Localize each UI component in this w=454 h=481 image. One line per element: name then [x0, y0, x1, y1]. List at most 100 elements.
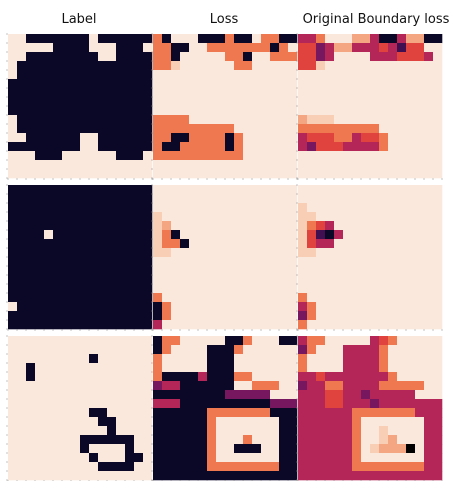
heatmap-cell	[153, 444, 163, 454]
heatmap-cell	[234, 230, 244, 240]
heatmap-cell	[98, 275, 108, 285]
heatmap-cell	[189, 320, 199, 330]
heatmap-cell	[415, 185, 425, 195]
heatmap-cell	[225, 79, 235, 89]
heatmap-cell	[352, 70, 362, 80]
heatmap-cell	[189, 61, 199, 71]
heatmap-cell	[433, 34, 443, 44]
heatmap-cell	[397, 390, 407, 400]
heatmap-cell	[62, 336, 72, 346]
heatmap-cell	[125, 399, 135, 409]
heatmap-cell	[216, 221, 226, 231]
heatmap-cell	[62, 142, 72, 152]
heatmap-cell	[379, 381, 389, 391]
heatmap-cell	[433, 471, 443, 481]
heatmap-cell	[171, 372, 181, 382]
heatmap-cell	[44, 88, 54, 98]
heatmap-cell	[252, 444, 262, 454]
heatmap-cell	[198, 257, 208, 267]
heatmap-cell	[279, 354, 289, 364]
heatmap-cell	[26, 345, 36, 355]
heatmap-cell	[379, 390, 389, 400]
heatmap-cell	[62, 124, 72, 134]
heatmap-cell	[198, 169, 208, 179]
heatmap-cell	[288, 203, 298, 213]
heatmap-cell	[62, 115, 72, 125]
heatmap-cell	[288, 284, 298, 294]
heatmap-cell	[80, 363, 90, 373]
heatmap-cell	[143, 160, 153, 170]
heatmap-cell	[8, 212, 18, 222]
heatmap-cell	[234, 293, 244, 303]
heatmap-cell	[325, 372, 335, 382]
heatmap-cell	[17, 345, 27, 355]
heatmap-cell	[116, 106, 126, 116]
heatmap-cell	[35, 293, 45, 303]
heatmap-cell	[307, 248, 317, 258]
heatmap-cell	[288, 151, 298, 161]
heatmap-cell	[216, 417, 226, 427]
heatmap-cell	[8, 169, 18, 179]
heatmap-cell	[388, 43, 398, 53]
heatmap-cell	[171, 70, 181, 80]
heatmap-cell	[316, 462, 326, 472]
heatmap-cell	[279, 417, 289, 427]
heatmap-cell	[343, 88, 353, 98]
heatmap-cell	[26, 124, 36, 134]
heatmap-cell	[406, 97, 416, 107]
heatmap-cell	[26, 230, 36, 240]
heatmap-cell	[334, 133, 344, 143]
heatmap-cell	[325, 88, 335, 98]
heatmap-cell	[288, 444, 298, 454]
heatmap-cell	[352, 435, 362, 445]
heatmap-cell	[397, 266, 407, 276]
heatmap-cell	[361, 52, 371, 62]
heatmap-cell	[107, 453, 117, 463]
heatmap-cell	[134, 266, 144, 276]
heatmap-cell	[35, 133, 45, 143]
heatmap-cell	[8, 115, 18, 125]
column-title-label: Label	[61, 12, 97, 27]
heatmap-cell	[406, 70, 416, 80]
heatmap-cell	[288, 311, 298, 321]
heatmap-cell	[143, 336, 153, 346]
heatmap-cell	[397, 79, 407, 89]
heatmap-cell	[89, 124, 99, 134]
heatmap-cell	[316, 70, 326, 80]
heatmap-cell	[225, 354, 235, 364]
heatmap-cell	[316, 133, 326, 143]
heatmap-cell	[162, 52, 172, 62]
heatmap-cell	[216, 345, 226, 355]
heatmap-cell	[279, 88, 289, 98]
heatmap-cell	[406, 212, 416, 222]
heatmap-cell	[406, 284, 416, 294]
heatmap-cell	[424, 115, 434, 125]
heatmap-cell	[8, 453, 18, 463]
heatmap-cell	[98, 444, 108, 454]
heatmap-cell	[234, 115, 244, 125]
heatmap-cell	[352, 417, 362, 427]
heatmap-cell	[153, 435, 163, 445]
heatmap-cell	[270, 381, 280, 391]
heatmap-cell	[406, 61, 416, 71]
heatmap-cell	[397, 462, 407, 472]
heatmap-cell	[162, 169, 172, 179]
heatmap-cell	[17, 70, 27, 80]
heatmap-cell	[53, 345, 63, 355]
heatmap-cell	[107, 239, 117, 249]
heatmap-cell	[53, 43, 63, 53]
heatmap-cell	[370, 372, 380, 382]
heatmap-cell	[98, 345, 108, 355]
heatmap-cell	[388, 79, 398, 89]
heatmap-cell	[298, 115, 308, 125]
heatmap-cell	[53, 354, 63, 364]
heatmap-cell	[180, 275, 190, 285]
heatmap-cell	[225, 363, 235, 373]
heatmap-cell	[352, 257, 362, 267]
heatmap-cell	[171, 336, 181, 346]
heatmap-cell	[116, 444, 126, 454]
heatmap-cell	[270, 336, 280, 346]
heatmap-cell	[153, 311, 163, 321]
heatmap-cell	[388, 221, 398, 231]
heatmap-cell	[379, 239, 389, 249]
